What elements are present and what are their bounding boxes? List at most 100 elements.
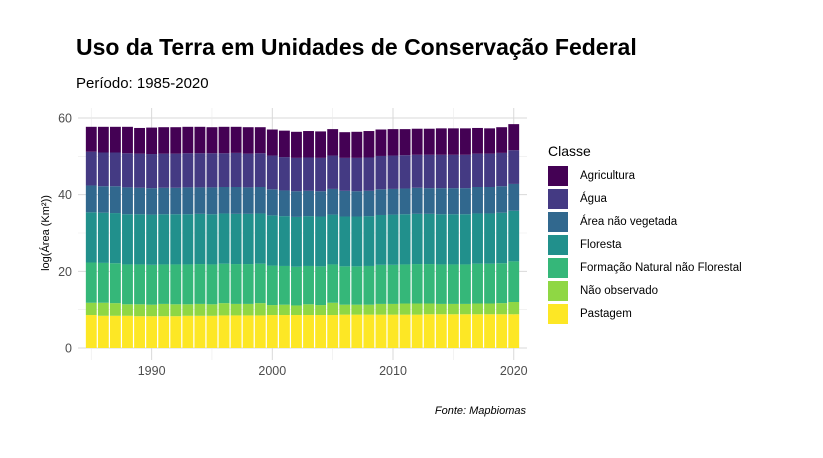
bar-segment	[242, 303, 254, 316]
bar-segment	[242, 264, 254, 304]
bar-segment	[472, 314, 483, 348]
bar-segment	[484, 303, 496, 315]
bar-segment	[170, 304, 182, 317]
bar-segment	[399, 129, 411, 156]
bar-segment	[363, 314, 375, 348]
bar-segment	[278, 265, 290, 305]
bar-segment	[206, 153, 218, 188]
bar-segment	[206, 127, 218, 154]
bar-segment	[146, 264, 158, 305]
bar-segment	[182, 315, 194, 348]
bar-segment	[399, 264, 411, 304]
bar-segment	[327, 188, 339, 215]
bar-segment	[496, 152, 508, 187]
bar-segment	[399, 214, 411, 265]
bar-segment	[158, 264, 170, 304]
bar-segment	[158, 316, 170, 348]
bar-segment	[194, 303, 206, 316]
bar-segment	[291, 157, 302, 192]
legend-swatch	[548, 211, 568, 232]
bar-segment	[387, 214, 399, 265]
bar-segment	[435, 314, 447, 348]
bar-segment	[194, 187, 206, 214]
bar-segment	[134, 304, 145, 317]
legend-swatch	[548, 303, 568, 324]
legend-label: Água	[580, 192, 607, 205]
bar-segment	[327, 315, 339, 348]
bar-segment	[230, 303, 242, 316]
bar-segment	[218, 126, 230, 154]
bar-segment	[399, 314, 411, 348]
bar-segment	[278, 130, 290, 158]
bar-segment	[351, 157, 363, 192]
bar-segment	[218, 213, 230, 264]
bar-segment	[206, 304, 218, 316]
bar-segment	[230, 152, 242, 187]
bar-segment	[122, 264, 133, 305]
bar-segment	[254, 187, 266, 214]
bar-segment	[363, 265, 375, 305]
bar-segment	[315, 216, 327, 267]
bar-segment	[387, 264, 399, 304]
bar-segment	[423, 154, 435, 189]
bar-segment	[109, 152, 121, 187]
bar-segment	[303, 190, 314, 217]
bar-segment	[315, 157, 327, 192]
chart-caption: Fonte: Mapbiomas	[434, 405, 526, 417]
bar-segment	[134, 214, 145, 265]
bar-segment	[182, 214, 194, 265]
bar-segment	[230, 126, 242, 153]
bar-segment	[508, 124, 520, 151]
bar-segment	[435, 154, 447, 189]
bar-segment	[85, 262, 97, 303]
legend-label: Não observado	[580, 284, 658, 297]
bar-segment	[170, 127, 182, 154]
bar-segment	[291, 216, 302, 267]
bar-segment	[158, 303, 170, 317]
bar-segment	[170, 187, 182, 215]
bar-segment	[109, 186, 121, 214]
bar-segment	[387, 129, 399, 156]
bar-segment	[254, 127, 266, 154]
bar-segment	[363, 304, 375, 315]
legend-item: Pastagem	[548, 302, 742, 325]
bar-segment	[496, 303, 508, 315]
legend-label: Pastagem	[580, 307, 632, 320]
legend-title: Classe	[548, 143, 591, 159]
y-tick-label: 20	[58, 265, 72, 279]
bar-segment	[230, 187, 242, 214]
bar-segment	[484, 263, 496, 304]
bar-segment	[134, 187, 145, 215]
bar-segment	[508, 261, 520, 302]
bar-segment	[291, 315, 302, 348]
bar-segment	[447, 214, 459, 265]
bar-segment	[291, 191, 302, 217]
bar-segment	[375, 303, 387, 315]
bar-segment	[327, 155, 339, 189]
bar-segment	[411, 303, 423, 315]
bar-segment	[134, 127, 145, 154]
bar-segment	[447, 128, 459, 155]
bar-segment	[460, 128, 471, 155]
bar-segment	[230, 264, 242, 304]
bar-segment	[375, 155, 387, 190]
bar-segment	[242, 315, 254, 348]
bar-segment	[423, 128, 435, 155]
bar-segment	[266, 265, 278, 306]
bar-segment	[339, 266, 351, 305]
bar-segment	[158, 153, 170, 188]
bar-segment	[435, 128, 447, 155]
bar-segment	[170, 214, 182, 265]
bar-segment	[387, 155, 399, 189]
bar-segment	[447, 303, 459, 315]
bar-segment	[363, 131, 375, 158]
bar-segment	[194, 213, 206, 265]
bar-segment	[339, 304, 351, 315]
bar-segment	[85, 151, 97, 186]
bar-segment	[266, 129, 278, 156]
bar-segment	[508, 302, 520, 315]
bar-segment	[339, 190, 351, 217]
legend-swatch	[548, 280, 568, 301]
bar-segment	[122, 214, 133, 265]
bar-segment	[435, 303, 447, 315]
